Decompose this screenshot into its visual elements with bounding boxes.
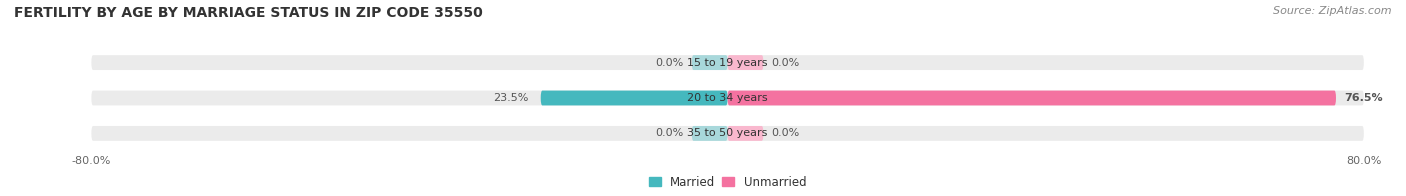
Text: Source: ZipAtlas.com: Source: ZipAtlas.com (1274, 6, 1392, 16)
Text: 0.0%: 0.0% (772, 58, 800, 68)
FancyBboxPatch shape (692, 126, 728, 141)
FancyBboxPatch shape (728, 55, 763, 70)
Text: 76.5%: 76.5% (1344, 93, 1382, 103)
Text: 0.0%: 0.0% (655, 128, 683, 138)
Text: 15 to 19 years: 15 to 19 years (688, 58, 768, 68)
FancyBboxPatch shape (692, 55, 728, 70)
FancyBboxPatch shape (91, 91, 1364, 105)
Text: 23.5%: 23.5% (494, 93, 529, 103)
FancyBboxPatch shape (728, 91, 1336, 105)
Text: FERTILITY BY AGE BY MARRIAGE STATUS IN ZIP CODE 35550: FERTILITY BY AGE BY MARRIAGE STATUS IN Z… (14, 6, 482, 20)
FancyBboxPatch shape (728, 126, 763, 141)
FancyBboxPatch shape (91, 55, 1364, 70)
Text: 35 to 50 years: 35 to 50 years (688, 128, 768, 138)
FancyBboxPatch shape (541, 91, 728, 105)
Text: 20 to 34 years: 20 to 34 years (688, 93, 768, 103)
FancyBboxPatch shape (91, 126, 1364, 141)
Legend: Married, Unmarried: Married, Unmarried (650, 176, 806, 189)
Text: 0.0%: 0.0% (655, 58, 683, 68)
Text: 0.0%: 0.0% (772, 128, 800, 138)
